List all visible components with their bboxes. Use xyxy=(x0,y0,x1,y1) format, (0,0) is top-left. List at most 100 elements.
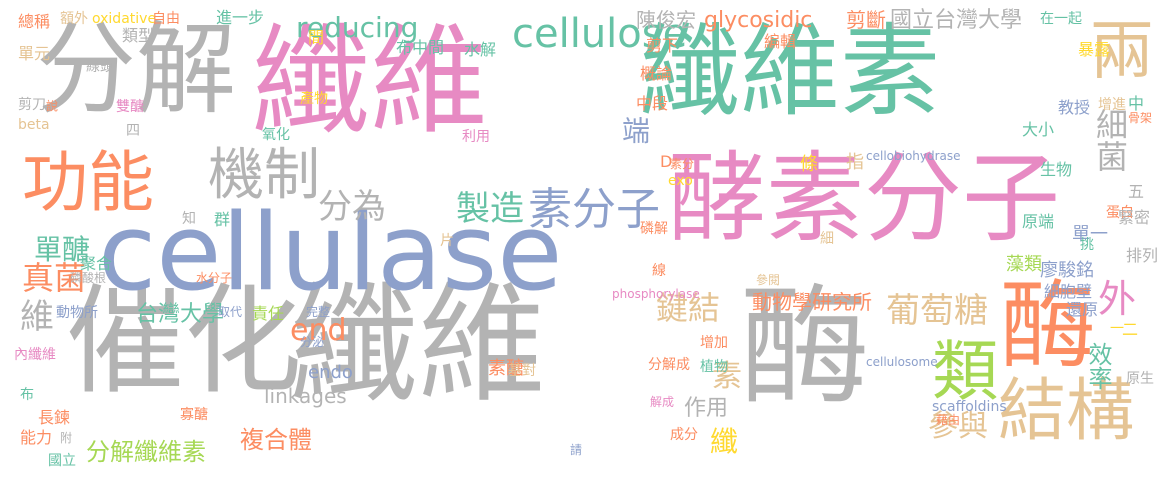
word-cloud-term: 水分子 xyxy=(196,271,233,285)
word-cloud-term: scaffoldins xyxy=(932,399,1007,415)
word-cloud-term: 葡萄糖 xyxy=(886,291,988,331)
word-cloud-term: 端 xyxy=(618,116,651,144)
word-cloud-term: oxidative xyxy=(92,11,157,27)
word-cloud-term: 纖維素 xyxy=(640,13,940,130)
word-cloud-term: 分為 xyxy=(318,187,386,227)
word-cloud-term: 群 xyxy=(214,210,231,229)
word-cloud-term: 磷解 xyxy=(640,221,668,237)
word-cloud-term: 蛋白 xyxy=(1106,205,1134,221)
word-cloud-term: 單元 xyxy=(18,44,51,63)
word-cloud-term: 額外 xyxy=(60,11,88,27)
word-cloud-term: 細菌 xyxy=(1091,108,1129,172)
word-cloud-term: 指 xyxy=(846,152,864,173)
word-cloud-term: 完整 xyxy=(306,305,331,319)
word-cloud-term: D xyxy=(660,152,673,171)
word-cloud-term: 單一 xyxy=(1072,224,1108,245)
word-cloud-term: 編輯 xyxy=(764,32,797,51)
word-cloud-term: 原端 xyxy=(1022,212,1055,231)
word-cloud-term: cellulase xyxy=(98,191,563,314)
word-cloud-term: 兩 xyxy=(1090,15,1154,89)
word-cloud-term: 責任 xyxy=(252,304,285,323)
word-cloud-term: 真菌 xyxy=(22,259,87,297)
word-cloud-term: 陳俊宏 xyxy=(636,8,696,32)
word-cloud-term: 能力 xyxy=(20,428,53,447)
word-cloud-term: 素分 xyxy=(670,157,695,171)
word-cloud-term: 植物 xyxy=(700,359,728,375)
word-cloud-term: 酶 xyxy=(740,271,871,423)
word-cloud-term: endo xyxy=(308,362,353,383)
word-cloud-term: 聚合 xyxy=(80,254,113,273)
word-cloud-term: 台灣大學 xyxy=(136,302,225,327)
word-cloud-term: 分解成 xyxy=(648,357,690,373)
word-cloud-term: 單醣 xyxy=(34,233,91,266)
word-cloud-term: 國立 xyxy=(48,453,76,469)
word-cloud-term: cellobiohydrase xyxy=(866,149,961,163)
word-cloud-term: 動物學研究所 xyxy=(752,290,872,314)
word-cloud-term: linkages xyxy=(264,384,347,408)
word-cloud-term: 說 xyxy=(46,99,59,113)
word-cloud-term: 一 xyxy=(1110,321,1124,337)
word-cloud-term: 動物所 xyxy=(56,305,98,321)
word-cloud-term: 進一步 xyxy=(216,8,265,27)
word-cloud-term: 附 xyxy=(60,431,73,445)
word-cloud-term: 還原 xyxy=(1066,300,1099,319)
word-cloud-term: 寡醣 xyxy=(180,407,208,423)
word-cloud-term: 在一起 xyxy=(1040,11,1082,27)
word-cloud-term: 產物 xyxy=(300,91,328,107)
word-cloud-term: 素分子 xyxy=(528,184,660,235)
word-cloud-term: 緊密 xyxy=(1118,208,1151,227)
word-cloud-term: 增進 xyxy=(1098,97,1126,113)
word-cloud-term: end xyxy=(290,313,347,348)
word-cloud-term: 複合體 xyxy=(240,426,312,454)
word-cloud-term: 條 xyxy=(800,154,818,175)
word-cloud-term: cellulosome xyxy=(866,355,938,369)
word-cloud-term: exo xyxy=(668,173,693,189)
word-cloud-term: 參與 xyxy=(928,409,988,444)
word-cloud-term: 效率 xyxy=(1084,342,1112,390)
word-cloud-term: 功能 xyxy=(22,144,154,221)
word-cloud-term: 鍵結 xyxy=(656,289,721,327)
word-cloud-term: 間 xyxy=(308,28,325,47)
word-cloud-term: beta xyxy=(18,117,50,133)
word-cloud-term: 剪下 xyxy=(646,36,679,55)
word-cloud-term: 磷酸根 xyxy=(70,271,107,285)
word-cloud-term: 內纖維 xyxy=(14,347,56,363)
word-cloud-term: 纖 xyxy=(710,425,739,458)
word-cloud-term: 暴露 xyxy=(1078,40,1111,59)
word-cloud-term: 增加 xyxy=(700,335,728,351)
word-cloud-term: 雙醣 xyxy=(116,99,144,115)
word-cloud-term: 作用 xyxy=(684,396,729,421)
word-cloud-term: 素醣 xyxy=(488,358,524,379)
word-cloud-term: 水解 xyxy=(464,40,497,59)
word-cloud-term: 教授 xyxy=(1058,98,1091,117)
word-cloud-term: 剪斷 xyxy=(846,8,886,32)
word-cloud-term: 自由 xyxy=(152,11,180,27)
word-cloud-term: 纖維 xyxy=(252,12,489,150)
word-cloud-term: 二 xyxy=(1122,320,1139,339)
word-cloud-term: reducing xyxy=(296,11,419,44)
word-cloud-term: 剪刀 xyxy=(18,97,46,113)
word-cloud-term: 氧化 xyxy=(262,127,290,143)
word-cloud-term: 解成 xyxy=(650,395,675,409)
word-cloud-term: 分泌 xyxy=(300,335,325,349)
word-cloud-term: 素 xyxy=(712,359,742,394)
word-cloud-term: 機制 xyxy=(208,143,320,208)
word-cloud-term: 基對 xyxy=(508,363,536,379)
word-cloud-term: 催化 xyxy=(66,272,303,410)
word-cloud-term: 長鍊 xyxy=(38,408,71,427)
word-cloud-term: 總稱 xyxy=(18,12,51,31)
word-cloud-term: 挑 xyxy=(1080,237,1094,253)
word-cloud-term: 五 xyxy=(1128,182,1145,201)
word-cloud-term: cellulose xyxy=(512,11,688,57)
word-cloud-term: 大小 xyxy=(1022,120,1055,139)
word-cloud-term: 分解纖維素 xyxy=(86,438,206,466)
word-cloud-term: 細胞壁 xyxy=(1044,282,1093,301)
word-cloud-term: 利用 xyxy=(462,129,490,145)
word-cloud-term: 國立台灣大學 xyxy=(890,8,1023,33)
word-cloud-term: 線 xyxy=(652,263,666,279)
word-cloud-term: 布 xyxy=(20,387,34,403)
word-cloud-term: 細 xyxy=(820,231,834,247)
word-cloud-term: 線頭 xyxy=(86,59,114,75)
word-cloud-term: 概論 xyxy=(640,64,673,83)
word-cloud-term: 布中間 xyxy=(396,38,445,57)
